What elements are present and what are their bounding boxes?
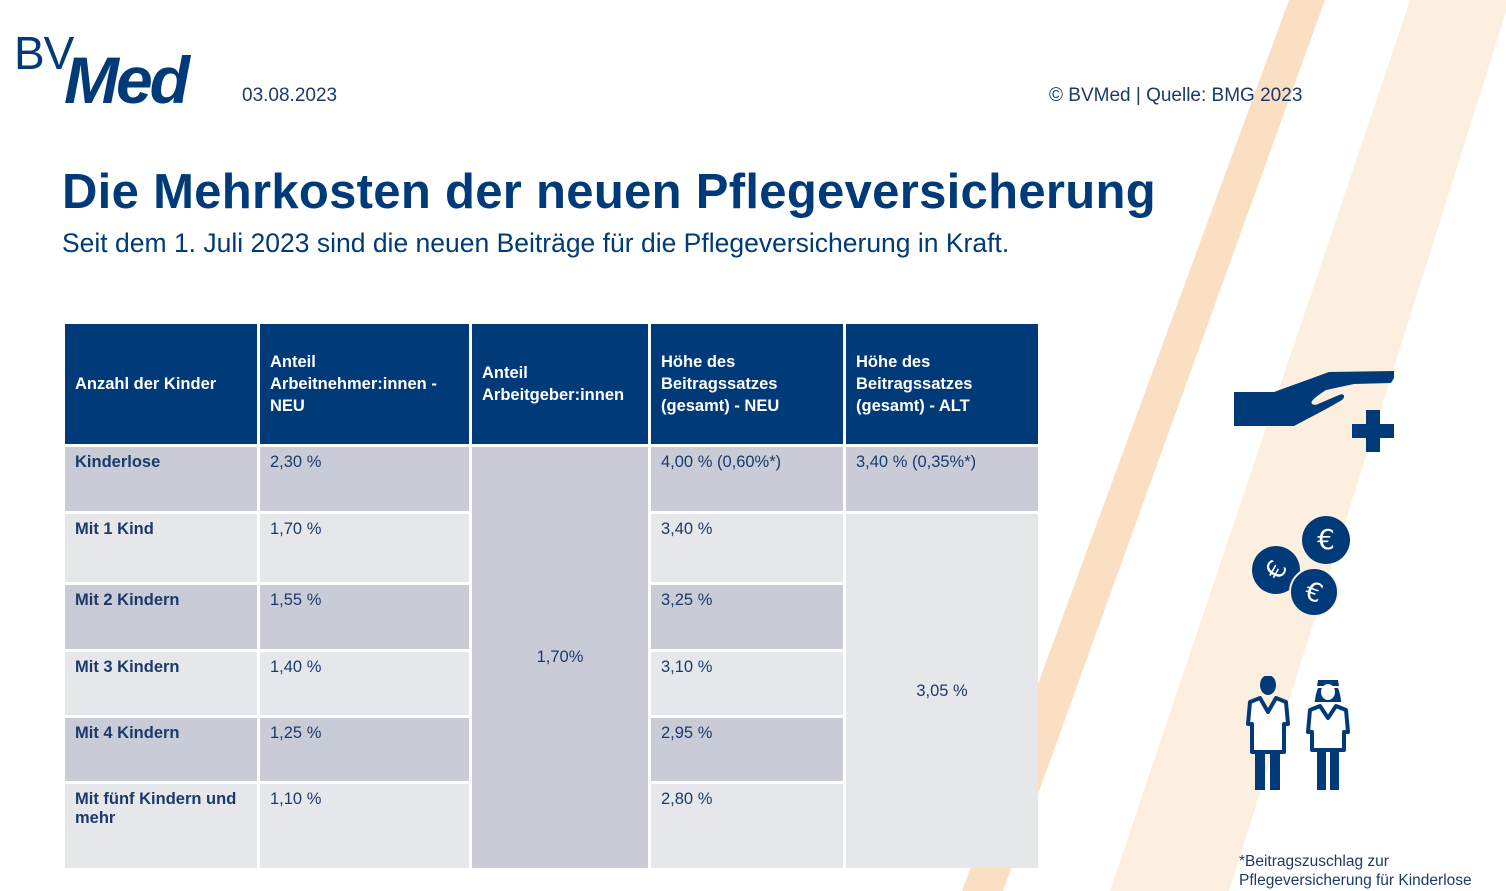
- table-row: Mit 3 Kindern 1,40 % 3,10 %: [65, 652, 1038, 715]
- footnote-line-1: *Beitragszuschlag zur: [1239, 853, 1389, 870]
- bvmed-logo: BV Med: [14, 27, 224, 117]
- cell-employer-share: 1,70%: [472, 447, 648, 868]
- contribution-table: Anzahl der Kinder Anteil Arbeitnehmer:in…: [62, 321, 1041, 871]
- col-header-employee-new: Anteil Arbeitnehmer:innen - NEU: [260, 324, 469, 444]
- care-staff-icon: [1246, 676, 1350, 790]
- cell-total-new: 2,80 %: [651, 784, 843, 868]
- col-header-total-old: Höhe des Beitragssatzes (gesamt) - ALT: [846, 324, 1038, 444]
- cell-employee-new: 1,10 %: [260, 784, 469, 868]
- table-row: Mit 4 Kindern 1,25 % 2,95 %: [65, 718, 1038, 781]
- page-title: Die Mehrkosten der neuen Pflegeversicher…: [62, 165, 1156, 219]
- footnote: *Beitragszuschlag zur Pflegeversicherung…: [1239, 852, 1472, 890]
- svg-text:€: €: [1317, 523, 1335, 556]
- table-row: Mit 2 Kindern 1,55 % 3,25 %: [65, 585, 1038, 649]
- cell-total-new: 2,95 %: [651, 718, 843, 781]
- page-subtitle: Seit dem 1. Juli 2023 sind die neuen Bei…: [62, 228, 1010, 258]
- source-credit: © BVMed | Quelle: BMG 2023: [1049, 85, 1303, 106]
- table-row: Mit fünf Kindern und mehr 1,10 % 2,80 %: [65, 784, 1038, 868]
- table-row: Kinderlose 2,30 % 1,70% 4,00 % (0,60%*) …: [65, 447, 1038, 868]
- cell-children: Mit 3 Kindern: [65, 652, 257, 715]
- table-header-row: Anzahl der Kinder Anteil Arbeitnehmer:in…: [65, 324, 1038, 444]
- cell-employee-new: 1,70 %: [260, 514, 469, 582]
- cell-total-new: 3,10 %: [651, 652, 843, 715]
- cell-total-old: 3,40 % (0,35%*): [846, 447, 1038, 511]
- logo-main: Med: [64, 43, 190, 117]
- cell-children: Kinderlose: [65, 447, 257, 511]
- cell-employee-new: 1,40 %: [260, 652, 469, 715]
- cell-total-old-merged: 3,05 %: [846, 514, 1038, 868]
- cell-total-new: 4,00 % (0,60%*): [651, 447, 843, 511]
- hand-plus-icon: [1234, 371, 1394, 452]
- publish-date: 03.08.2023: [242, 85, 338, 106]
- euro-coins-icon: € € €: [1252, 516, 1350, 617]
- logo-prefix: BV: [14, 27, 74, 79]
- col-header-children: Anzahl der Kinder: [65, 324, 257, 444]
- cell-employee-new: 1,55 %: [260, 585, 469, 649]
- cell-children: Mit fünf Kindern und mehr: [65, 784, 257, 868]
- cell-children: Mit 4 Kindern: [65, 718, 257, 781]
- cell-children: Mit 2 Kindern: [65, 585, 257, 649]
- cell-total-new: 3,40 %: [651, 514, 843, 582]
- cell-employee-new: 2,30 %: [260, 447, 469, 511]
- table-row: Mit 1 Kind 1,70 % 3,40 % 3,05 %: [65, 514, 1038, 868]
- col-header-total-new: Höhe des Beitragssatzes (gesamt) - NEU: [651, 324, 843, 444]
- cell-children: Mit 1 Kind: [65, 514, 257, 582]
- stripe-orange: [962, 0, 1325, 891]
- cell-total-new: 3,25 %: [651, 585, 843, 649]
- footnote-line-2: Pflegeversicherung für Kinderlose: [1239, 872, 1472, 889]
- cell-employee-new: 1,25 %: [260, 718, 469, 781]
- col-header-employer: Anteil Arbeitgeber:innen: [472, 324, 648, 444]
- stripe-cream: [1110, 0, 1506, 891]
